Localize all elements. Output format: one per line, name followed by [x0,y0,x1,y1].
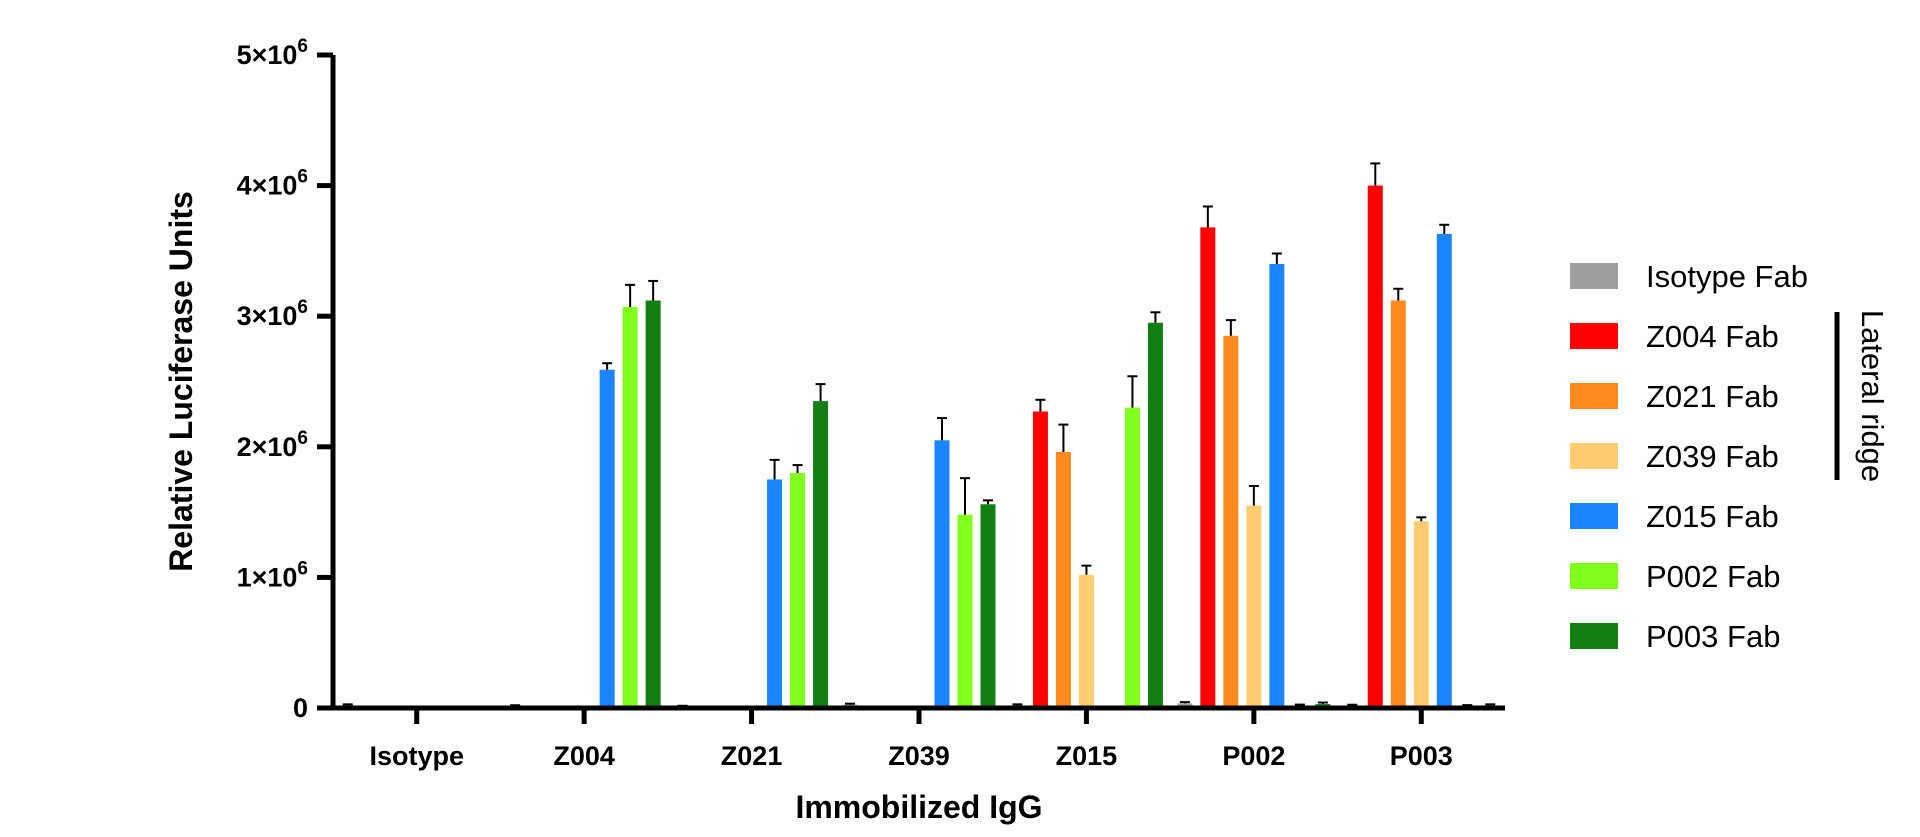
bar-p003-fab-z039 [980,504,996,708]
legend-swatch-z021-fab [1570,383,1618,409]
bar-p002-fab-z015 [1124,407,1140,708]
y-tick-label: 2×106 [237,428,308,462]
legend-label-z039-fab: Z039 Fab [1646,439,1779,474]
legend-swatch-z015-fab [1570,503,1618,529]
bar-z021-fab-p002 [1223,335,1239,708]
x-tick-label-isotype: Isotype [369,741,464,771]
y-tick-label: 1×106 [237,558,308,592]
bar-z021-fab-p003 [1390,300,1406,708]
y-axis-title: Relative Luciferase Units [163,191,199,572]
bar-z015-fab-p002 [1269,263,1285,708]
bar-z015-fab-z004 [599,369,615,708]
legend-swatch-isotype-fab [1570,263,1618,289]
bar-z021-fab-z015 [1055,452,1071,708]
bar-z004-fab-z015 [1032,411,1048,708]
bar-p003-fab-z015 [1147,322,1163,708]
bar-p003-fab-z021 [813,401,829,708]
legend-swatch-p002-fab [1570,563,1618,589]
legend-label-p003-fab: P003 Fab [1646,619,1780,654]
y-tick-label: 3×106 [237,297,308,331]
legend-label-p002-fab: P002 Fab [1646,559,1780,594]
bar-z015-fab-z021 [767,479,783,708]
y-tick-label: 0 [293,693,308,723]
y-tick-label: 5×106 [237,36,308,70]
bar-p003-fab-z004 [645,300,661,708]
legend-swatch-p003-fab [1570,623,1618,649]
bar-z015-fab-p003 [1436,233,1452,708]
x-tick-label-p003: P003 [1390,741,1453,771]
legend-label-isotype-fab: Isotype Fab [1646,259,1808,294]
legend-label-z004-fab: Z004 Fab [1646,319,1779,354]
bar-p002-fab-z004 [622,307,638,708]
legend-swatch-z039-fab [1570,443,1618,469]
bar-z039-fab-p002 [1246,505,1262,708]
bar-z004-fab-p002 [1200,227,1216,708]
bar-z015-fab-z039 [934,440,950,708]
bar-p002-fab-z039 [957,514,973,708]
y-tick-label: 4×106 [237,167,308,201]
x-tick-label-z015: Z015 [1056,741,1118,771]
x-tick-label-z021: Z021 [721,741,783,771]
bar-p002-fab-z021 [790,472,806,708]
x-tick-label-z004: Z004 [553,741,615,771]
bar-z039-fab-z015 [1078,574,1094,708]
legend-label-z015-fab: Z015 Fab [1646,499,1779,534]
lateral-ridge-label: Lateral ridge [1855,310,1890,482]
bar-z004-fab-p003 [1367,185,1383,709]
legend-swatch-z004-fab [1570,323,1618,349]
x-axis-title: Immobilized IgG [795,789,1042,825]
legend-label-z021-fab: Z021 Fab [1646,379,1779,414]
x-tick-label-z039: Z039 [888,741,950,771]
bar-z039-fab-p003 [1413,521,1429,708]
x-tick-label-p002: P002 [1222,741,1285,771]
